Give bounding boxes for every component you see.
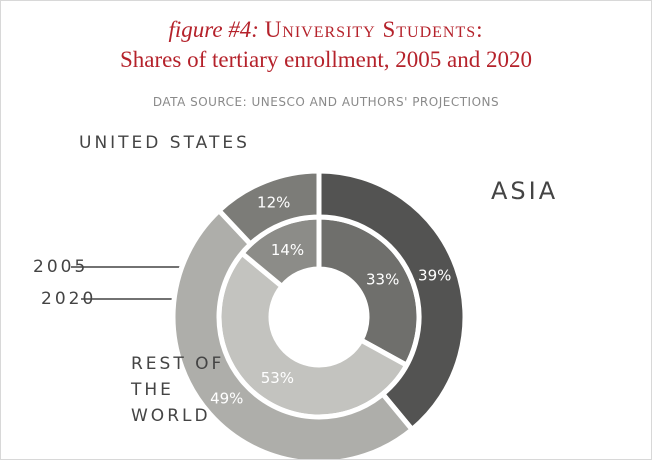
- chart-subtitle: Shares of tertiary enrollment, 2005 and …: [120, 47, 532, 72]
- donut-segment: [170, 207, 416, 459]
- source: DATA SOURCE: UNESCO AND AUTHORS' PROJECT…: [152, 95, 500, 109]
- donut-segment: [215, 168, 322, 248]
- donut-segment: [316, 168, 468, 434]
- data-label: 12%: [257, 194, 290, 212]
- series-label: 2020: [41, 289, 97, 309]
- data-label: 53%: [261, 369, 294, 387]
- category-label: UNITED STATES: [79, 133, 250, 153]
- series-label: 2005: [33, 257, 89, 277]
- figure-label: figure #4:: [168, 17, 259, 42]
- data-label: 39%: [418, 266, 451, 284]
- chart-title: University Students:: [264, 17, 484, 42]
- data-label: 33%: [366, 270, 399, 288]
- category-label: ASIA: [491, 177, 559, 205]
- data-label: 14%: [271, 241, 304, 259]
- category-label: REST OF THE WORLD: [131, 354, 225, 426]
- title-line: figure #4: University Students:: [1, 17, 651, 43]
- data-label: 49%: [210, 389, 243, 407]
